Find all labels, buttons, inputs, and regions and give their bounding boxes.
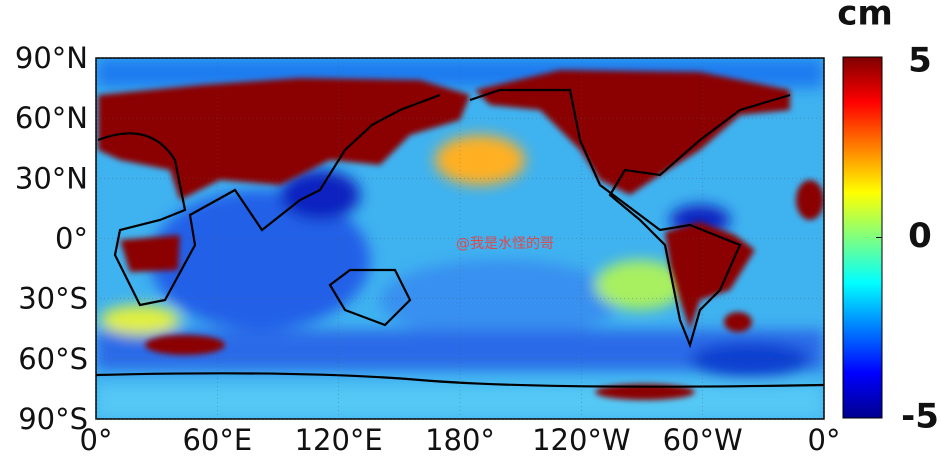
lat-tick-label: 90°S — [18, 402, 88, 436]
lon-tick-label: 180° — [425, 423, 495, 457]
lat-tick-label: 60°S — [18, 342, 88, 376]
lon-tick-label: 60°E — [182, 423, 252, 457]
colorbar-tick-label: -5 — [901, 397, 939, 437]
lon-tick-label: 60°W — [663, 423, 743, 457]
lat-tick-label: 30°S — [18, 282, 88, 316]
colorbar — [842, 56, 883, 419]
colorbar-tick-label: 0 — [908, 216, 932, 256]
colorbar-unit: cm — [837, 0, 893, 34]
lon-tick-label: 120°E — [295, 423, 383, 457]
lon-tick-label: 0° — [80, 423, 113, 457]
lon-tick-label: 0° — [808, 423, 841, 457]
lat-tick-label: 90°N — [15, 41, 88, 75]
watermark: @我是水怪的哥 — [456, 236, 554, 252]
lon-tick-label: 120°W — [532, 423, 631, 457]
lat-tick-label: 30°N — [15, 161, 88, 195]
colorbar-tick-label: 5 — [908, 41, 932, 81]
lat-tick-label: 60°N — [15, 101, 88, 135]
lat-tick-label: 0° — [55, 222, 88, 256]
